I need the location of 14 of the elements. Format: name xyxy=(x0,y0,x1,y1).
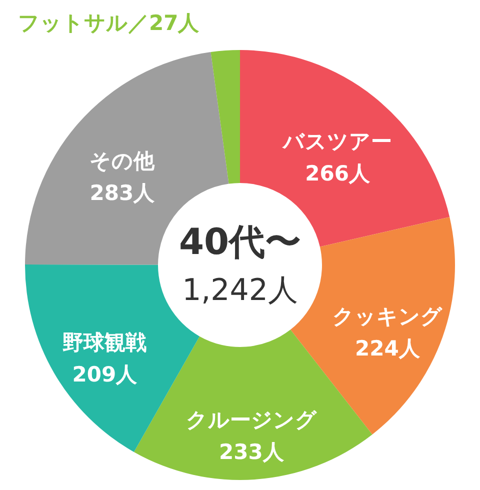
slice-label: バスツアー xyxy=(282,130,392,154)
text: 40代〜 xyxy=(178,222,302,263)
slice-label: フットサル／27人 xyxy=(18,11,200,35)
data-label: 233人 xyxy=(219,440,285,464)
slice-label: クッキング xyxy=(332,304,442,328)
slice-label: 野球観戦 xyxy=(62,330,147,355)
data-label: 209人 xyxy=(72,362,138,387)
text: 1,242人 xyxy=(182,273,298,308)
slice-label: クルージング xyxy=(186,408,317,432)
data-label: 283人 xyxy=(90,181,156,205)
data-label: 266人 xyxy=(305,162,371,186)
data-label: 224人 xyxy=(355,336,421,360)
slice-label: その他 xyxy=(90,149,156,173)
donut-slice xyxy=(210,50,240,184)
